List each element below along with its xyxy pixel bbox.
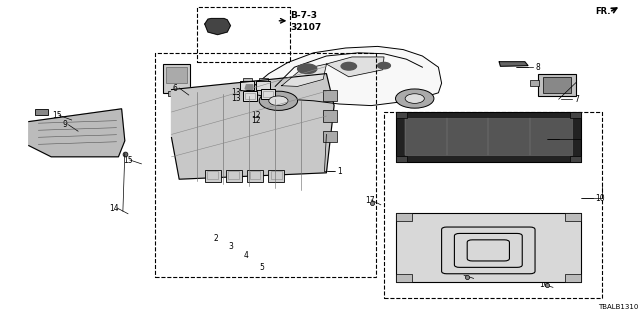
Text: 9: 9 xyxy=(62,120,67,129)
Text: 5: 5 xyxy=(259,263,264,272)
Bar xyxy=(323,90,337,101)
Text: 6: 6 xyxy=(173,84,178,92)
Text: B-7-3: B-7-3 xyxy=(290,11,317,20)
Text: 15: 15 xyxy=(124,156,133,164)
Bar xyxy=(166,67,187,83)
Bar xyxy=(197,7,290,62)
Bar xyxy=(243,78,252,81)
Bar xyxy=(323,110,337,122)
Bar xyxy=(405,118,572,155)
Bar xyxy=(396,112,407,118)
Bar xyxy=(268,170,284,182)
Text: 2: 2 xyxy=(213,234,218,243)
Polygon shape xyxy=(246,46,442,106)
Text: 16: 16 xyxy=(458,271,467,280)
Circle shape xyxy=(298,64,317,74)
Bar xyxy=(396,274,412,282)
Bar xyxy=(226,170,242,182)
Circle shape xyxy=(259,91,298,110)
Bar xyxy=(35,109,48,115)
Bar xyxy=(243,91,257,101)
Bar xyxy=(538,74,576,96)
Text: 8: 8 xyxy=(535,63,540,72)
Bar xyxy=(396,213,412,221)
Text: 32107: 32107 xyxy=(290,23,321,32)
Bar xyxy=(384,112,602,298)
Text: 16: 16 xyxy=(539,280,548,289)
Bar xyxy=(570,112,581,118)
Bar xyxy=(250,171,260,179)
Circle shape xyxy=(341,62,356,70)
Text: 15: 15 xyxy=(52,111,62,120)
Bar xyxy=(256,81,270,90)
Bar xyxy=(155,53,376,277)
Bar xyxy=(565,213,581,221)
Bar xyxy=(530,80,539,86)
Bar xyxy=(570,156,581,162)
Bar xyxy=(259,78,268,81)
Polygon shape xyxy=(172,74,334,179)
Text: 13: 13 xyxy=(232,94,241,103)
Bar xyxy=(247,170,263,182)
Bar xyxy=(396,112,581,162)
Polygon shape xyxy=(326,57,384,77)
Bar xyxy=(396,156,407,162)
Text: 11: 11 xyxy=(561,135,571,144)
Bar xyxy=(263,91,273,97)
Bar xyxy=(228,171,239,179)
Bar xyxy=(323,131,337,142)
Bar xyxy=(168,91,185,96)
Polygon shape xyxy=(29,109,125,157)
Bar xyxy=(245,93,255,99)
Text: 14: 14 xyxy=(109,204,118,212)
Bar xyxy=(205,170,221,182)
Bar xyxy=(543,77,571,93)
Bar xyxy=(396,213,581,282)
Text: 13: 13 xyxy=(232,88,241,97)
Text: TBALB1310: TBALB1310 xyxy=(598,304,639,310)
Text: FR.: FR. xyxy=(595,7,611,16)
Bar xyxy=(207,171,218,179)
Text: 1: 1 xyxy=(337,167,342,176)
Text: 4: 4 xyxy=(243,252,248,260)
Bar xyxy=(163,64,190,93)
Circle shape xyxy=(396,89,434,108)
Text: 7: 7 xyxy=(575,95,580,104)
Text: 10: 10 xyxy=(595,194,605,203)
Circle shape xyxy=(269,96,288,106)
Text: 17: 17 xyxy=(365,196,374,204)
Bar xyxy=(240,81,254,90)
Polygon shape xyxy=(205,19,230,35)
Text: 12: 12 xyxy=(252,111,261,120)
Bar xyxy=(565,274,581,282)
Circle shape xyxy=(405,94,424,103)
Polygon shape xyxy=(245,85,253,90)
Text: 12: 12 xyxy=(252,116,261,125)
Bar xyxy=(271,171,282,179)
Polygon shape xyxy=(499,62,528,66)
Text: 3: 3 xyxy=(228,242,234,251)
Circle shape xyxy=(378,62,390,69)
Bar xyxy=(261,89,275,99)
Polygon shape xyxy=(282,64,326,86)
